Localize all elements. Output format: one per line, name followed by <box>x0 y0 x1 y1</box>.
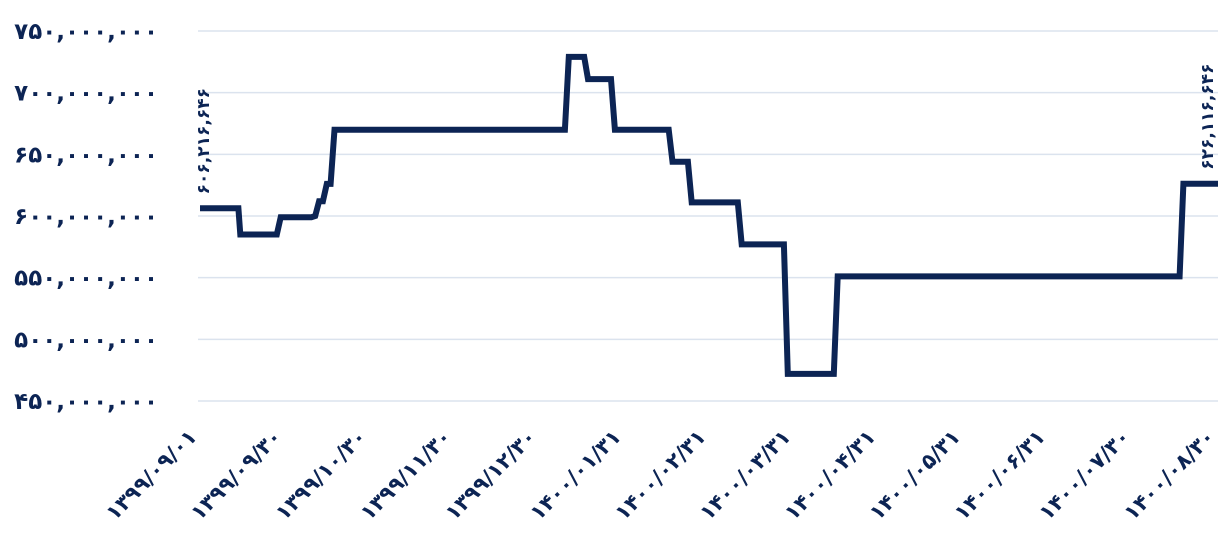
y-tick-label: ۵۵۰,۰۰۰,۰۰۰ <box>14 266 158 292</box>
x-tick-label: ۱۳۹۹/۱۰/۳۰ <box>271 425 371 525</box>
y-tick-label: ۷۵۰,۰۰۰,۰۰۰ <box>14 19 158 45</box>
x-tick-label: ۱۳۹۹/۰۹/۰۱ <box>101 425 201 525</box>
y-tick-label: ۴۵۰,۰۰۰,۰۰۰ <box>14 389 158 415</box>
y-tick-label: ۷۰۰,۰۰۰,۰۰۰ <box>14 81 158 107</box>
x-tick-label: ۱۴۰۰/۰۲/۳۱ <box>610 425 710 525</box>
x-tick-label: ۱۴۰۰/۰۵/۳۱ <box>865 425 965 525</box>
series-line <box>200 53 1218 377</box>
series-layer <box>200 53 1218 377</box>
y-tick-label: ۵۰۰,۰۰۰,۰۰۰ <box>14 327 158 353</box>
x-tick-label: ۱۴۰۰/۰۳/۳۱ <box>695 425 795 525</box>
x-axis-ticks: ۱۳۹۹/۰۹/۰۱۱۳۹۹/۰۹/۳۰۱۳۹۹/۱۰/۳۰۱۳۹۹/۱۱/۳۰… <box>101 425 1219 525</box>
x-tick-label: ۱۳۹۹/۱۱/۳۰ <box>356 425 456 525</box>
y-axis-ticks: ۴۵۰,۰۰۰,۰۰۰ ۵۰۰,۰۰۰,۰۰۰ ۵۵۰,۰۰۰,۰۰۰ ۶۰۰,۰۰۰… <box>14 19 158 415</box>
x-tick-label: ۱۴۰۰/۰۸/۳۰ <box>1119 425 1219 525</box>
x-tick-label: ۱۳۹۹/۰۹/۳۰ <box>186 425 286 525</box>
y-tick-label: ۶۵۰,۰۰۰,۰۰۰ <box>14 142 158 168</box>
x-tick-label: ۱۴۰۰/۰۷/۳۰ <box>1034 425 1134 525</box>
data-labels: ۶۰۶,۲۱۶,۶۴۶ ۶۲۶,۱۱۶,۶۴۶ <box>194 63 1218 194</box>
x-tick-label: ۱۴۰۰/۰۴/۳۱ <box>780 425 880 525</box>
x-tick-label: ۱۴۰۰/۰۶/۳۱ <box>950 425 1050 525</box>
data-label: ۶۰۶,۲۱۶,۶۴۶ <box>194 88 214 194</box>
x-tick-label: ۱۳۹۹/۱۲/۳۰ <box>441 425 541 525</box>
x-tick-label: ۱۴۰۰/۰۱/۳۱ <box>525 425 625 525</box>
y-tick-label: ۶۰۰,۰۰۰,۰۰۰ <box>14 204 158 230</box>
gridlines <box>198 30 1218 402</box>
data-label: ۶۲۶,۱۱۶,۶۴۶ <box>1198 63 1218 169</box>
